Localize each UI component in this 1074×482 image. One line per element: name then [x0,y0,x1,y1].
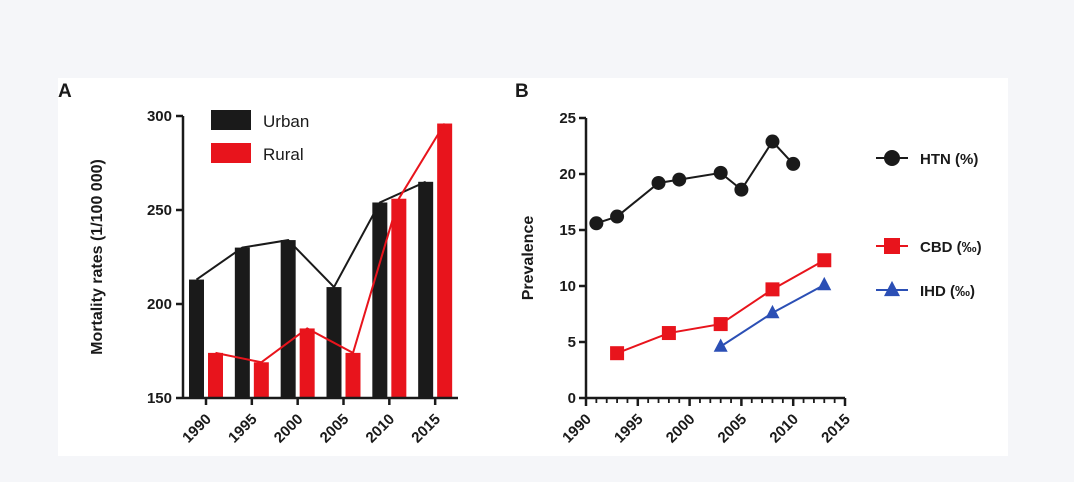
x-tick-label-a: 1995 [225,411,261,447]
point-cbd-1998 [661,326,676,341]
x-tick-label-b: 2015 [818,411,854,447]
point-htn-1997 [651,175,666,190]
x-tick-label-a: 1990 [179,411,215,447]
y-axis-title-a: Mortality rates (1/100 000) [89,159,106,355]
point-ihd-2008 [765,304,780,319]
legend-marker-cbd [884,238,900,254]
point-ihd-2013 [817,276,832,291]
line-htn [596,139,794,225]
bar-urban-2015 [418,181,434,398]
point-htn-2010 [786,156,801,171]
bar-urban-2000 [280,240,296,398]
panel-label-b: B [515,81,529,102]
panel-label-a: A [58,81,72,102]
point-cbd-2003 [713,317,728,332]
legend-swatch-rural [211,143,251,163]
legend-marker-htn [884,150,900,166]
bar-rural-1990 [208,352,223,398]
line-urban [195,180,427,289]
legend-label-rural: Rural [263,145,304,164]
point-cbd-2013 [817,253,832,268]
bar-rural-2015 [437,123,453,398]
bar-rural-1995 [253,362,269,398]
y-tick-label-a: 300 [147,108,172,125]
x-tick-label-a: 2005 [317,411,353,447]
legend-swatch-urban [211,110,251,130]
y-tick-label-b: 25 [559,110,576,127]
y-tick-label-b: 20 [559,166,576,183]
bar-rural-2005 [345,352,361,398]
y-tick-label-a: 250 [147,202,172,219]
bar-urban-1990 [189,279,204,398]
y-tick-label-b: 10 [559,278,576,295]
y-tick-label-b: 5 [568,334,576,351]
line-rural [215,122,446,364]
x-tick-label-a: 2010 [363,411,399,447]
point-htn-2003 [713,165,728,180]
y-tick-label-b: 15 [559,222,576,239]
y-tick-label-a: 150 [147,390,172,407]
y-axis-title-b: Prevalence [520,216,537,301]
bar-rural-2010 [391,198,407,398]
point-cbd-1993 [610,346,625,361]
legend-marker-ihd [884,280,900,297]
point-ihd-2003 [713,338,728,352]
x-tick-label-a: 2015 [408,411,444,447]
bar-urban-2010 [372,202,388,398]
y-tick-label-a: 200 [147,296,172,313]
y-tick-label-b: 0 [568,390,576,407]
legend-label-urban: Urban [263,112,309,131]
x-tick-label-a: 2000 [271,411,307,447]
point-htn-2005 [734,182,749,197]
point-htn-1999 [672,172,687,187]
point-htn-1993 [610,209,625,224]
figure-panel: A 150 200 250 300 Mortality rates (1/100 000)… [58,78,1008,456]
x-tick-label-b: 2005 [715,411,751,447]
point-htn-2008 [765,134,780,149]
x-tick-label-b: 2010 [766,411,802,447]
x-tick-label-b: 2000 [663,411,699,447]
bar-rural-2000 [299,328,315,398]
point-htn-1991 [589,216,604,231]
bar-urban-1995 [234,247,250,398]
x-tick-label-b: 1990 [559,411,595,447]
legend-label-htn: HTN (%) [920,151,978,168]
legend-label-ihd: IHD (‰) [920,283,975,300]
x-tick-label-b: 1995 [611,411,647,447]
point-cbd-2008 [765,282,780,297]
legend-label-cbd: CBD (‰) [920,239,982,256]
